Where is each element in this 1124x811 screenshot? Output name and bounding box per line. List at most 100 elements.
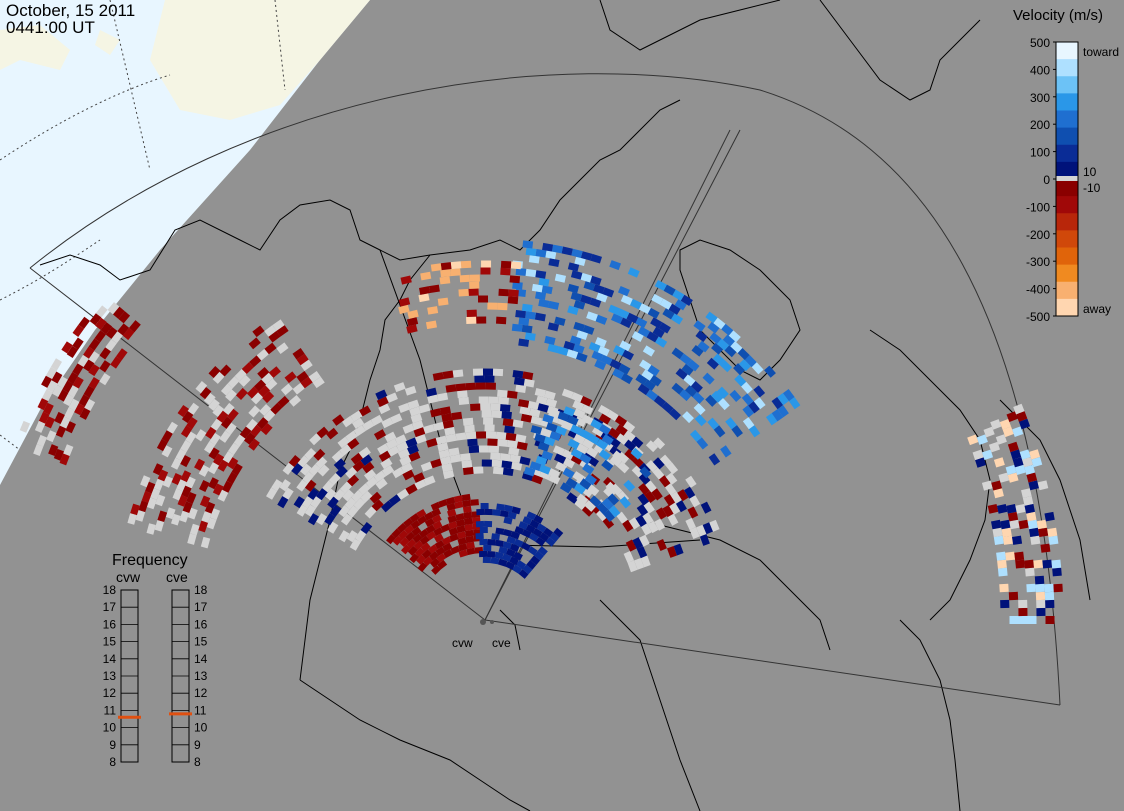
scatter-cell xyxy=(631,455,644,468)
scatter-cell xyxy=(506,390,518,399)
scatter-cell xyxy=(465,431,477,440)
scatter-cell xyxy=(1002,426,1014,438)
scatter-cell xyxy=(595,438,609,451)
velocity-swatch xyxy=(1056,76,1078,94)
scatter-cell xyxy=(226,471,238,485)
scatter-cell xyxy=(397,522,408,533)
scatter-cell xyxy=(751,362,764,375)
scatter-cell xyxy=(439,276,451,285)
scatter-cell xyxy=(465,382,477,391)
scatter-cell xyxy=(498,396,510,405)
scatter-cell xyxy=(271,479,283,492)
scatter-cell xyxy=(180,470,192,483)
scatter-cell xyxy=(499,510,509,518)
scatter-cell xyxy=(465,535,475,544)
scatter-cell xyxy=(717,397,730,411)
scatter-cell xyxy=(671,382,684,395)
scatter-cell xyxy=(431,508,442,517)
scatter-cell xyxy=(105,339,117,352)
scatter-cell xyxy=(537,403,549,413)
scatter-cell xyxy=(724,345,737,358)
scatter-cell xyxy=(332,414,345,426)
scatter-cell xyxy=(413,427,426,438)
scatter-cell xyxy=(519,406,531,416)
scatter-cell xyxy=(469,281,480,289)
scatter-cell xyxy=(333,488,346,502)
scatter-cell xyxy=(72,363,84,376)
scatter-cell xyxy=(432,372,444,381)
velocity-swatch xyxy=(1056,110,1078,129)
scatter-cell xyxy=(204,441,216,454)
scatter-cell xyxy=(1025,567,1035,577)
scatter-cell xyxy=(442,469,455,480)
scatter-cell xyxy=(335,465,348,478)
scatter-cell xyxy=(519,456,531,466)
scatter-cell xyxy=(233,434,246,447)
scatter-cell xyxy=(741,381,753,394)
scatter-cell xyxy=(461,493,471,501)
scatter-cell xyxy=(783,388,795,402)
scatter-cell xyxy=(584,473,597,486)
scatter-cell xyxy=(434,539,445,550)
scatter-cell xyxy=(354,530,367,543)
scatter-cell xyxy=(1019,449,1031,460)
scatter-cell xyxy=(425,387,438,397)
scatter-cell xyxy=(212,483,224,496)
scatter-cell xyxy=(572,343,585,354)
scatter-cell xyxy=(570,270,583,280)
scatter-cell xyxy=(470,403,481,411)
scatter-cell xyxy=(1028,527,1040,538)
scatter-cell xyxy=(673,543,684,556)
scatter-cell xyxy=(448,521,458,530)
scatter-cell xyxy=(720,360,733,373)
velocity-swatch xyxy=(1056,59,1078,77)
scatter-cell xyxy=(316,426,329,439)
scatter-cell xyxy=(492,368,504,377)
scatter-cell xyxy=(410,413,423,424)
scatter-cell xyxy=(439,406,452,416)
scatter-cell xyxy=(541,285,553,295)
scatter-cell xyxy=(753,397,766,410)
scatter-cell xyxy=(503,504,513,513)
scatter-cell xyxy=(637,326,650,338)
scatter-cell xyxy=(509,556,519,566)
scatter-cell xyxy=(592,284,605,294)
scatter-cell xyxy=(734,374,747,387)
scatter-cell xyxy=(115,348,128,361)
scatter-cell xyxy=(567,283,579,294)
scatter-cell xyxy=(270,402,283,415)
frequency-tick-label: 12 xyxy=(194,686,208,700)
scatter-cell xyxy=(370,414,383,426)
frequency-tick-label: 11 xyxy=(194,703,207,717)
scatter-cell xyxy=(753,385,766,398)
scatter-cell xyxy=(435,435,448,445)
scatter-cell xyxy=(37,398,49,411)
scatter-cell xyxy=(640,523,652,536)
scatter-cell xyxy=(447,515,458,524)
scatter-cell xyxy=(369,491,382,504)
scatter-cell xyxy=(573,408,586,419)
scatter-cell xyxy=(500,260,512,269)
scatter-cell xyxy=(438,499,448,508)
scatter-cell xyxy=(308,370,321,383)
scatter-cell xyxy=(535,455,548,466)
scatter-cell xyxy=(297,455,310,468)
scatter-cell xyxy=(478,550,488,558)
scatter-cell xyxy=(1034,575,1045,585)
scatter-cell xyxy=(1000,599,1010,609)
scatter-cell xyxy=(397,448,410,460)
scatter-cell xyxy=(627,560,638,573)
scatter-cell xyxy=(487,438,498,446)
scatter-cell xyxy=(725,417,737,430)
scatter-cell xyxy=(386,534,396,545)
scatter-cell xyxy=(696,524,707,537)
scatter-cell xyxy=(299,463,312,476)
scatter-cell xyxy=(531,474,544,485)
velocity-swatch xyxy=(1056,230,1078,248)
velocity-tick-label: 400 xyxy=(1030,63,1050,77)
scatter-cell xyxy=(645,389,658,401)
scatter-cell xyxy=(496,503,505,511)
scatter-cell xyxy=(272,319,285,331)
scatter-cell xyxy=(597,345,610,357)
scatter-cell xyxy=(307,513,319,526)
